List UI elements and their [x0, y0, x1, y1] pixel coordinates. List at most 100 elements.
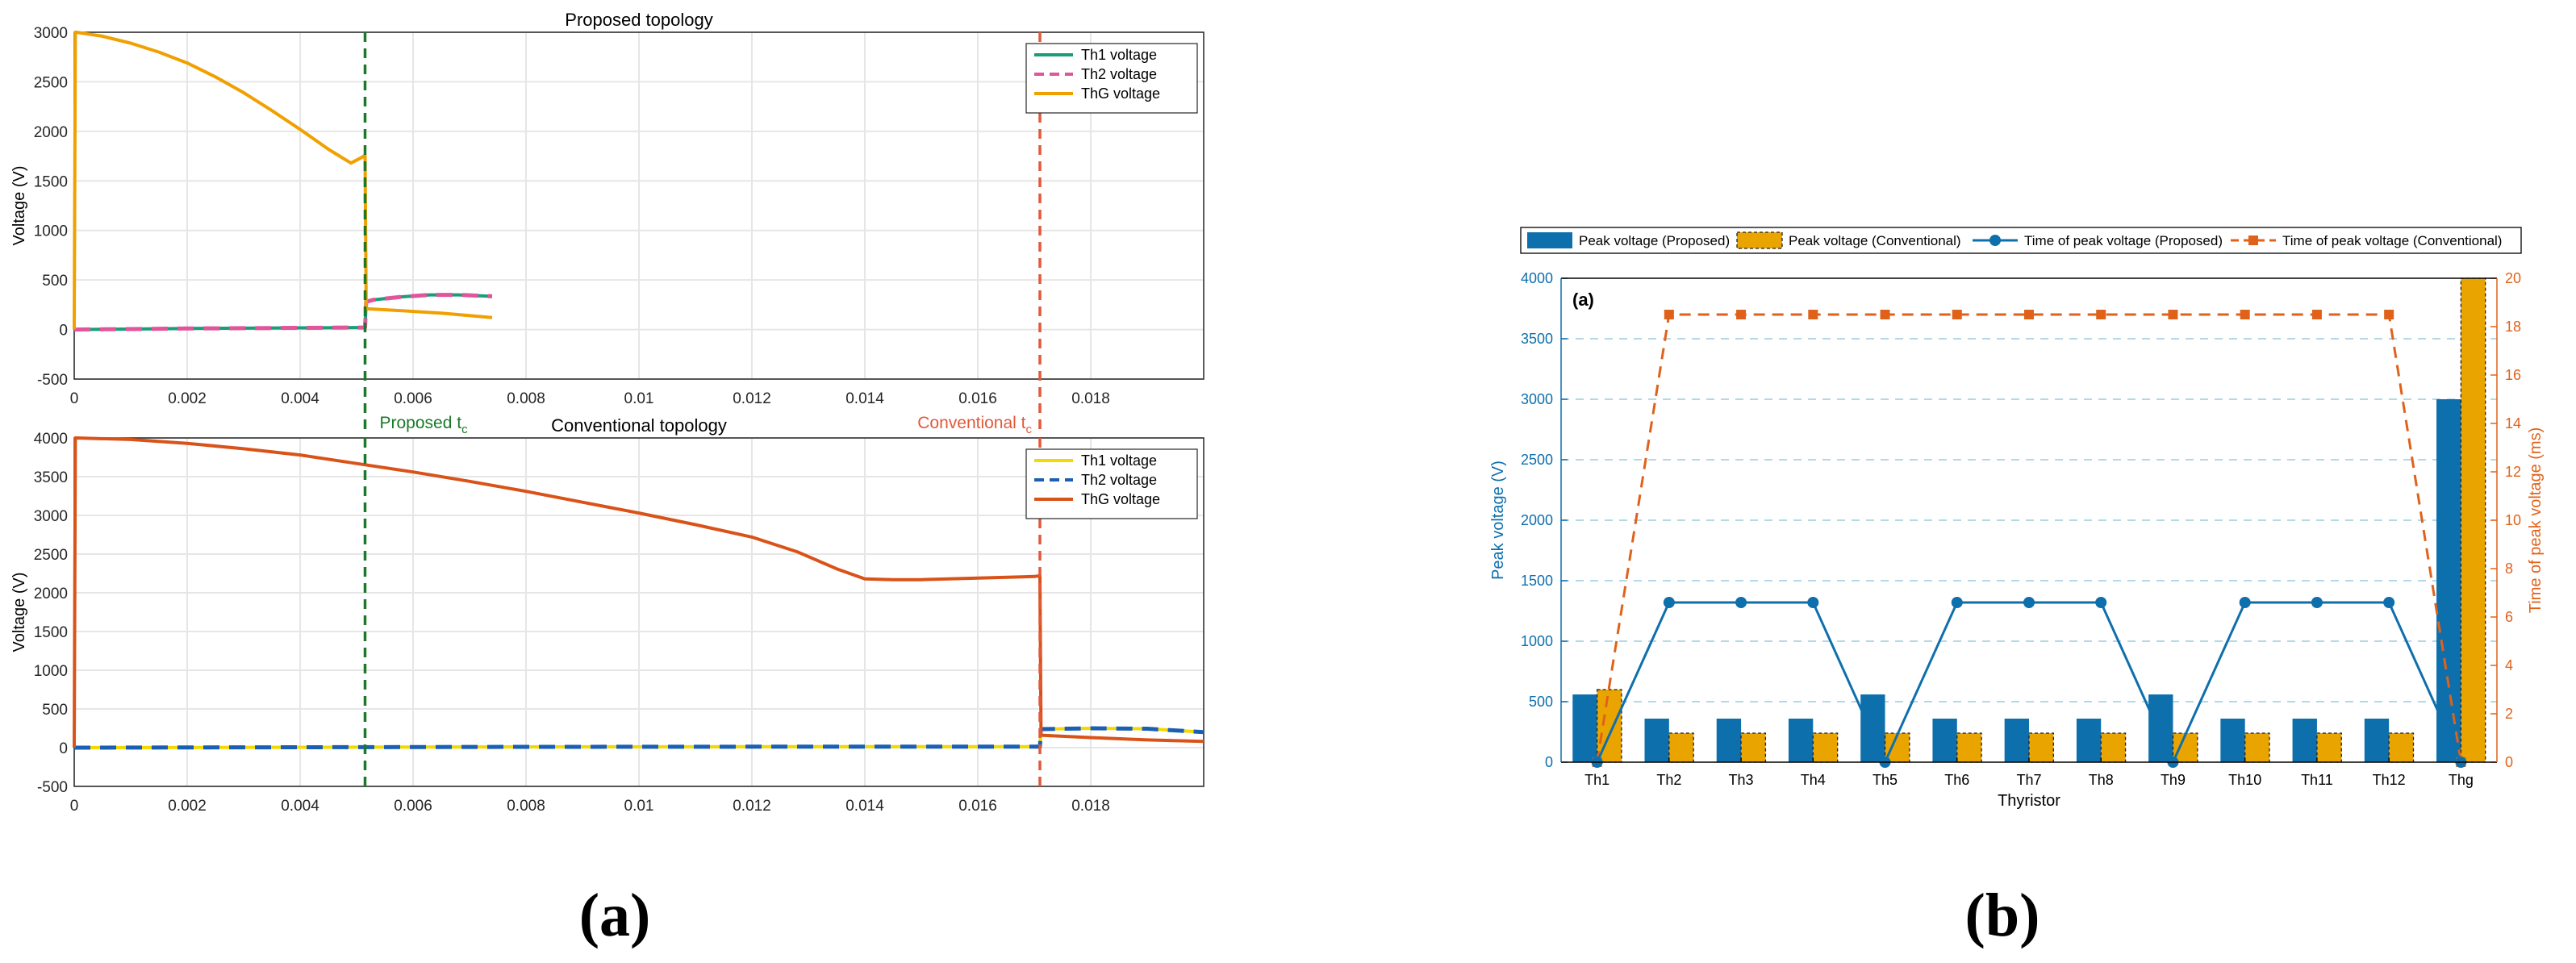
y-axis-label: Voltage (V) [10, 573, 28, 652]
x-tick-label: 0.016 [958, 798, 997, 815]
bar-conventional [2100, 732, 2127, 763]
legend-label: Peak voltage (Conventional) [1789, 233, 1961, 248]
y2-tick-label: 20 [2505, 270, 2521, 286]
marker-time-conventional [2024, 310, 2034, 319]
marker-time-conventional [1880, 310, 1890, 319]
y2-tick-label: 2 [2505, 706, 2513, 722]
y-tick-label: 1500 [34, 624, 68, 641]
y-tick-label: 2500 [1521, 452, 1553, 468]
y-axis-label: Peak voltage (V) [1489, 461, 1507, 580]
y-tick-label: 1000 [34, 223, 68, 240]
x-tick-label: 0 [70, 390, 79, 407]
x-axis-label: Thyristor [1998, 792, 2060, 810]
x-tick-label: Th8 [2089, 772, 2114, 788]
x-tick-label: Thg [2449, 772, 2474, 788]
y2-tick-label: 0 [2505, 754, 2513, 770]
x-tick-label: Th12 [2373, 772, 2406, 788]
marker-time-proposed [1663, 597, 1675, 608]
x-tick-label: Th6 [1944, 772, 1969, 788]
marker-time-proposed [2311, 597, 2323, 608]
y2-tick-label: 12 [2505, 464, 2521, 480]
legend-label: Th2 voltage [1081, 66, 1157, 82]
bar-proposed [2364, 719, 2390, 762]
y-tick-label: 1500 [1521, 573, 1553, 589]
marker-time-conventional [2168, 310, 2178, 319]
x-tick-label: Th2 [1656, 772, 1681, 788]
y-tick-label: 3000 [34, 25, 68, 42]
y-tick-label: 2000 [1521, 512, 1553, 528]
bar-proposed [2292, 719, 2317, 762]
legend-label: Th1 voltage [1081, 452, 1157, 469]
x-tick-label: 0.008 [507, 798, 545, 815]
x-tick-label: 0.008 [507, 390, 545, 407]
y2-axis-label: Time of peak voltage (ms) [2527, 427, 2545, 613]
panel-tag: (a) [1572, 290, 1594, 310]
legend-label: Peak voltage (Proposed) [1579, 233, 1730, 248]
legend-label: ThG voltage [1081, 85, 1160, 102]
marker-time-conventional [2384, 310, 2394, 319]
y-tick-label: 4000 [1521, 270, 1553, 286]
x-tick-label: 0.018 [1071, 798, 1110, 815]
marker-time-conventional [1808, 310, 1818, 319]
chart-peak-voltage: 0 500 1000 1500 2000 2500 3000 3500 4000 0 2 4 6 8 10 1… [1489, 227, 2545, 810]
legend-label: Time of peak voltage (Conventional) [2282, 233, 2502, 248]
y2-tick-label: 10 [2505, 512, 2521, 528]
x-tick-label: 0.002 [168, 798, 207, 815]
legend-label: Th1 voltage [1081, 47, 1157, 63]
bar-conventional [1812, 732, 1839, 763]
y-tick-label: -500 [37, 779, 68, 796]
x-tick-label: 0.006 [394, 798, 432, 815]
y-tick-label: 2500 [34, 74, 68, 91]
legend-label: Th2 voltage [1081, 472, 1157, 488]
x-tick-label: Th10 [2228, 772, 2261, 788]
marker-time-proposed [2023, 597, 2035, 608]
bar-conventional [2316, 732, 2342, 763]
bar-proposed [2076, 719, 2102, 762]
marker-time-conventional [1952, 310, 1962, 319]
y-tick-label: -500 [37, 372, 68, 389]
y2-tick-label: 14 [2505, 415, 2521, 431]
chart-conventional-topology: 0 0.002 0.004 0.006 0.008 0.01 0.012 0.014 0.016… [10, 414, 1204, 815]
y-tick-label: 3500 [1521, 331, 1553, 347]
legend-swatch-proposed [1527, 232, 1572, 248]
y-tick-label: 4000 [34, 431, 68, 448]
x-tick-label: 0.018 [1071, 390, 1110, 407]
y-tick-label: 2000 [34, 124, 68, 141]
y-tick-label: 500 [1529, 694, 1553, 710]
bar-proposed [2004, 719, 2029, 762]
legend-swatch-conventional [1736, 231, 1783, 249]
chart-title: Conventional topology [551, 415, 727, 436]
y2-tick-label: 16 [2505, 367, 2521, 383]
y-tick-label: 500 [42, 702, 68, 719]
marker-time-conventional [2096, 310, 2106, 319]
legend-marker-time-proposed [1989, 235, 2001, 246]
y-tick-label: 0 [59, 740, 68, 757]
y-tick-label: 3000 [34, 508, 68, 525]
y-tick-label: 2500 [34, 547, 68, 564]
x-tick-label: 0.014 [845, 390, 884, 407]
bar-proposed [1932, 719, 1957, 762]
bar-proposed [1572, 694, 1597, 762]
y-tick-label: 500 [42, 273, 68, 290]
marker-time-conventional [1664, 310, 1674, 319]
bar-proposed [1716, 719, 1742, 762]
legend-box [1520, 227, 2522, 254]
x-tick-label: Th9 [2161, 772, 2186, 788]
marker-time-conventional [2311, 310, 2322, 319]
bar-conventional [1740, 732, 1767, 763]
marker-time-proposed [1951, 597, 1963, 608]
x-tick-label: Th11 [2301, 772, 2333, 788]
panel-label-b: (b) [1965, 882, 2040, 949]
x-tick-label: Th5 [1873, 772, 1898, 788]
marker-time-proposed [2383, 597, 2395, 608]
annotation-label: Proposed tc [380, 414, 469, 436]
marker-time-conventional [1736, 310, 1747, 319]
panel-label-a: (a) [579, 882, 651, 949]
bar-conventional [2028, 732, 2054, 763]
y-axis-label: Voltage (V) [10, 166, 28, 246]
y-tick-label: 0 [59, 323, 68, 340]
x-tick-label: Th7 [2016, 772, 2041, 788]
y2-tick-label: 4 [2505, 657, 2513, 673]
bar-proposed [2220, 719, 2245, 762]
